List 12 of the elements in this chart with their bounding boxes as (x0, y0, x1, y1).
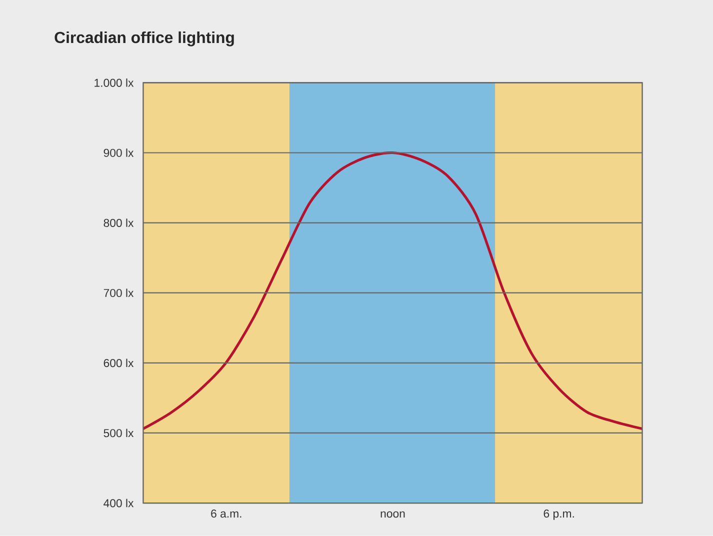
x-tick-label: 6 a.m. (211, 510, 242, 518)
y-tick-label: 800 lx (104, 218, 134, 228)
chart-title: Circadian office lighting (54, 32, 234, 46)
y-tick-label: 700 lx (104, 288, 134, 298)
y-tick-label: 600 lx (104, 358, 134, 368)
line-series (143, 151, 642, 430)
x-tick-label: noon (380, 511, 405, 518)
y-tick-label: 900 lx (104, 148, 134, 157)
y-tick-label: 500 lx (104, 428, 134, 438)
y-tick-label: 1.000 lx (94, 78, 134, 87)
y-tick-label: 400 lx (104, 498, 134, 508)
x-tick-label: 6 p.m. (544, 510, 574, 520)
